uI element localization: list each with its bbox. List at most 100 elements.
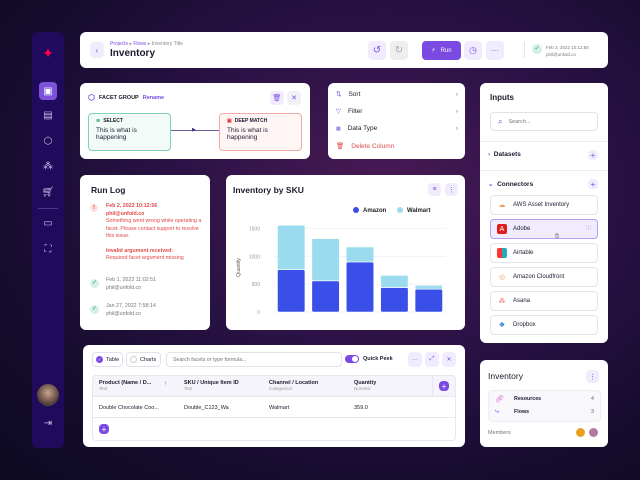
sidebar-item-fullscreen[interactable]: ⛶ [39,240,57,258]
legend-swatch [353,207,359,213]
breadcrumb-projects[interactable]: Projects [110,41,129,47]
column-header-channel[interactable]: Channel / Location Categorical [269,380,319,391]
run-button[interactable]: ⚡︎ Run [422,41,461,60]
menu-item-delete-column[interactable]: 🗑︎ Delete Column [336,142,395,151]
divider [432,376,433,397]
quick-peek-toggle[interactable] [345,355,359,363]
filter-button[interactable]: ≡ [428,183,441,196]
column-header-product[interactable]: Product (Name / D... Text [99,380,152,391]
lightning-icon: ⚡︎ [431,48,436,54]
undo-button[interactable]: ↺ [368,41,386,60]
connector-dropbox[interactable]: ❖ Dropbox [490,315,598,335]
deep-match-node-text: This is what is happening [227,127,268,141]
tab-charts[interactable]: Charts [126,352,161,367]
connector-airtable[interactable]: Airtable [490,243,598,263]
column-header-quantity[interactable]: Quantity Numeric [354,380,377,391]
member-avatar[interactable] [575,427,586,438]
status-user: phil@unfold.co [546,52,576,57]
airtable-icon [497,248,507,258]
archive-icon: ▣ [43,85,53,97]
chart-menu-button[interactable]: ⋮ [445,183,458,196]
logout-button[interactable]: ⇥ [39,414,57,432]
formula-input[interactable] [173,356,333,363]
log-user: phil@unfold.co [106,310,142,317]
delete-button[interactable]: 🗑︎ [270,91,284,105]
success-check-icon: ✓ [90,305,99,314]
add-dataset-button[interactable]: + [588,150,598,160]
expand-icon: ⤢ [429,356,435,362]
legend-swatch [397,207,403,213]
drag-handle-icon[interactable]: ⁞⁞⁞ [585,226,591,232]
plus-icon: + [101,424,107,434]
close-button[interactable]: ✕ [287,91,301,105]
add-row-button[interactable]: + [99,424,109,434]
resources-label[interactable]: Resources [514,396,542,402]
add-column-button[interactable]: + [439,381,449,391]
sidebar-item-calendar[interactable]: ▤ [39,106,57,124]
logo-icon: ✦ [42,44,54,61]
connector-aws[interactable]: ☁ AWS Asset Inventory [490,195,598,215]
chevron-right-icon: › [488,151,491,158]
avatar[interactable] [37,384,59,406]
cell-sku: Double_C123_Wa [184,405,229,411]
quick-peek-label: Quick Peek [363,356,393,362]
connector-asana[interactable]: ⁂ Asana [490,291,598,311]
column-context-menu: ⇅ Sort › ▽ Filter › ▦ Data Type › 🗑︎ Delete Col… [328,83,465,159]
cube-icon: ⬡ [43,135,53,147]
logout-icon: ⇥ [43,417,53,429]
column-header-sku[interactable]: SKU / Unique Item ID Text [184,380,239,391]
inputs-search[interactable]: ⌕ [490,112,598,131]
sidebar-item-archive[interactable]: ▣ [39,82,57,100]
breadcrumb-flows[interactable]: Flows [133,41,147,47]
search-input[interactable] [508,118,589,125]
log-entry-success: Jan 27, 2022 7:58:14 phil@unfold.co [106,303,156,318]
sidebar-item-cart[interactable]: 🛒︎ [39,183,57,201]
close-panel-button[interactable]: ✕ [442,352,456,367]
y-axis-label: Quantity [236,258,242,277]
resources-count: 4 [591,396,594,402]
close-icon: ✕ [291,95,297,102]
data-type-icon: ▦ [336,125,341,132]
bar-walmart [277,224,306,271]
select-node[interactable]: ≋ SELECT This is what is happening [88,113,171,151]
inventory-menu-button[interactable]: ⋮ [586,370,599,383]
plus-icon: + [590,179,596,189]
datasets-section[interactable]: › Datasets [488,151,521,158]
sidebar-item-comments[interactable]: ▭ [39,214,57,232]
database-icon: ≋ [96,118,101,124]
tab-table[interactable]: ✓ Table [92,352,123,367]
member-avatar[interactable] [588,427,599,438]
deep-match-node[interactable]: ▣ DEEP MATCH This is what is happening [219,113,302,151]
more-button[interactable]: ··· [486,41,504,60]
add-connector-button[interactable]: + [588,179,598,189]
bar-amazon [345,261,375,313]
sidebar-item-cube[interactable]: ⬡ [39,132,57,150]
back-button[interactable]: ‹ [90,42,104,58]
formula-search[interactable] [166,352,342,367]
connectors-section[interactable]: ⌄ Connectors [488,181,534,188]
redo-button[interactable]: ↻ [390,41,408,60]
y-tick-label: 0 [257,310,260,316]
log-user: phil@unfold.co [106,210,145,217]
table-more-button[interactable]: ··· [408,352,422,367]
flows-label[interactable]: Flows [514,409,530,415]
log-time: Jan 27, 2022 7:58:14 [106,303,156,309]
menu-item-data-type[interactable]: ▦ Data Type › [336,125,458,132]
dropbox-icon: ❖ [498,322,506,329]
chevron-right-icon: › [455,107,458,115]
expand-button[interactable]: ⤢ [425,352,439,367]
rename-link[interactable]: Rename [142,94,165,101]
table-row[interactable]: Double Chocolate Coo... Double_C123_Wa W… [93,397,455,418]
menu-item-filter[interactable]: ▽ Filter › [336,107,458,116]
success-check-icon: ✓ [532,44,542,54]
connector-adobe[interactable]: A Adobe ⁞⁞⁞ [490,219,598,239]
menu-item-sort[interactable]: ⇅ Sort › [336,90,458,99]
kebab-icon: ⋮ [589,373,596,381]
bar-amazon [414,288,443,313]
connector-cloudfront[interactable]: ◎ Amazon Cloudfront [490,267,598,287]
radio-icon [130,356,137,363]
sidebar-item-network[interactable]: ⁂ [39,157,57,175]
sort-ascending-icon[interactable]: ↑ [164,381,167,387]
schedule-button[interactable]: ◷ [464,41,482,60]
undo-icon: ↺ [372,45,382,56]
